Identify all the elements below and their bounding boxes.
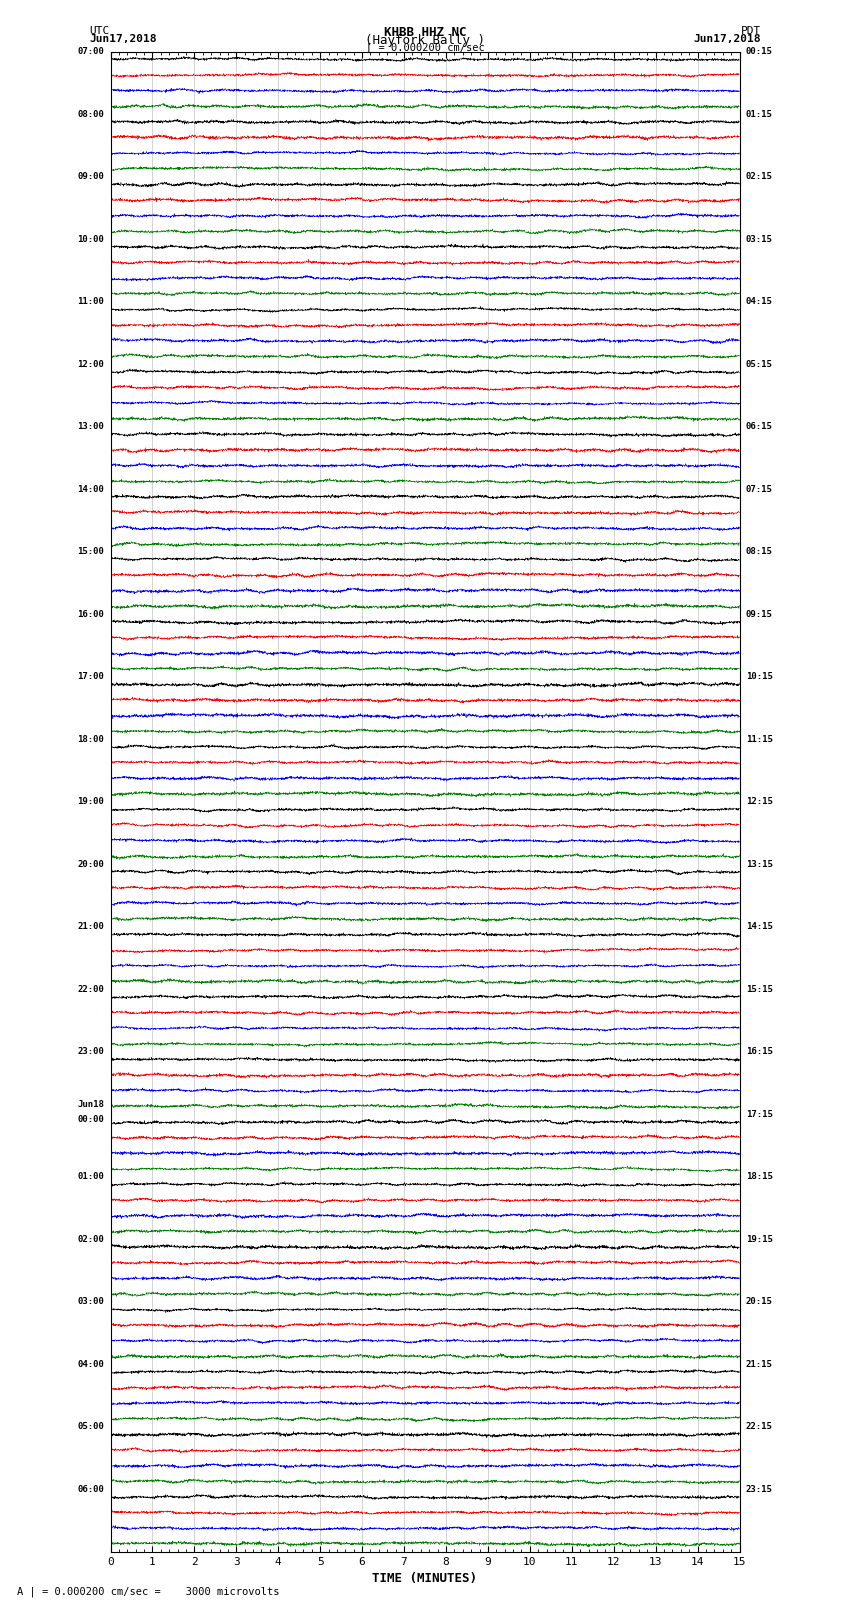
Text: 11:15: 11:15 xyxy=(745,734,773,744)
Text: 18:15: 18:15 xyxy=(745,1173,773,1181)
Text: 06:00: 06:00 xyxy=(77,1484,105,1494)
Text: 19:15: 19:15 xyxy=(745,1234,773,1244)
Text: 20:00: 20:00 xyxy=(77,860,105,869)
Text: 11:00: 11:00 xyxy=(77,297,105,306)
Text: 21:15: 21:15 xyxy=(745,1360,773,1369)
Text: 09:00: 09:00 xyxy=(77,173,105,181)
Text: 20:15: 20:15 xyxy=(745,1297,773,1307)
Text: 13:00: 13:00 xyxy=(77,423,105,431)
Text: 09:15: 09:15 xyxy=(745,610,773,619)
Text: 08:00: 08:00 xyxy=(77,110,105,119)
Text: 04:15: 04:15 xyxy=(745,297,773,306)
Text: 00:15: 00:15 xyxy=(745,47,773,56)
Text: UTC: UTC xyxy=(89,26,110,35)
X-axis label: TIME (MINUTES): TIME (MINUTES) xyxy=(372,1573,478,1586)
Text: 22:15: 22:15 xyxy=(745,1423,773,1431)
Text: 01:15: 01:15 xyxy=(745,110,773,119)
Text: 12:15: 12:15 xyxy=(745,797,773,806)
Text: 14:00: 14:00 xyxy=(77,484,105,494)
Text: 15:00: 15:00 xyxy=(77,547,105,556)
Text: A | = 0.000200 cm/sec =    3000 microvolts: A | = 0.000200 cm/sec = 3000 microvolts xyxy=(17,1586,280,1597)
Text: (Hayfork Bally ): (Hayfork Bally ) xyxy=(365,34,485,47)
Text: 14:15: 14:15 xyxy=(745,923,773,931)
Text: 03:15: 03:15 xyxy=(745,234,773,244)
Text: 03:00: 03:00 xyxy=(77,1297,105,1307)
Text: 23:00: 23:00 xyxy=(77,1047,105,1057)
Text: 18:00: 18:00 xyxy=(77,734,105,744)
Text: 15:15: 15:15 xyxy=(745,984,773,994)
Text: 06:15: 06:15 xyxy=(745,423,773,431)
Text: 10:15: 10:15 xyxy=(745,673,773,681)
Text: Jun18: Jun18 xyxy=(77,1100,105,1110)
Text: 17:15: 17:15 xyxy=(745,1110,773,1119)
Text: KHBB HHZ NC: KHBB HHZ NC xyxy=(383,26,467,39)
Text: 07:00: 07:00 xyxy=(77,47,105,56)
Text: 05:15: 05:15 xyxy=(745,360,773,369)
Text: 10:00: 10:00 xyxy=(77,234,105,244)
Text: 00:00: 00:00 xyxy=(77,1115,105,1124)
Text: 12:00: 12:00 xyxy=(77,360,105,369)
Text: 19:00: 19:00 xyxy=(77,797,105,806)
Text: 02:15: 02:15 xyxy=(745,173,773,181)
Text: 17:00: 17:00 xyxy=(77,673,105,681)
Text: 23:15: 23:15 xyxy=(745,1484,773,1494)
Text: PDT: PDT xyxy=(740,26,761,35)
Text: 13:15: 13:15 xyxy=(745,860,773,869)
Text: Jun17,2018: Jun17,2018 xyxy=(694,34,761,44)
Text: 16:15: 16:15 xyxy=(745,1047,773,1057)
Text: 22:00: 22:00 xyxy=(77,984,105,994)
Text: 05:00: 05:00 xyxy=(77,1423,105,1431)
Text: 16:00: 16:00 xyxy=(77,610,105,619)
Text: 01:00: 01:00 xyxy=(77,1173,105,1181)
Text: [ = 0.000200 cm/sec: [ = 0.000200 cm/sec xyxy=(366,42,484,52)
Text: Jun17,2018: Jun17,2018 xyxy=(89,34,156,44)
Text: 07:15: 07:15 xyxy=(745,484,773,494)
Text: 04:00: 04:00 xyxy=(77,1360,105,1369)
Text: 21:00: 21:00 xyxy=(77,923,105,931)
Text: 08:15: 08:15 xyxy=(745,547,773,556)
Text: 02:00: 02:00 xyxy=(77,1234,105,1244)
